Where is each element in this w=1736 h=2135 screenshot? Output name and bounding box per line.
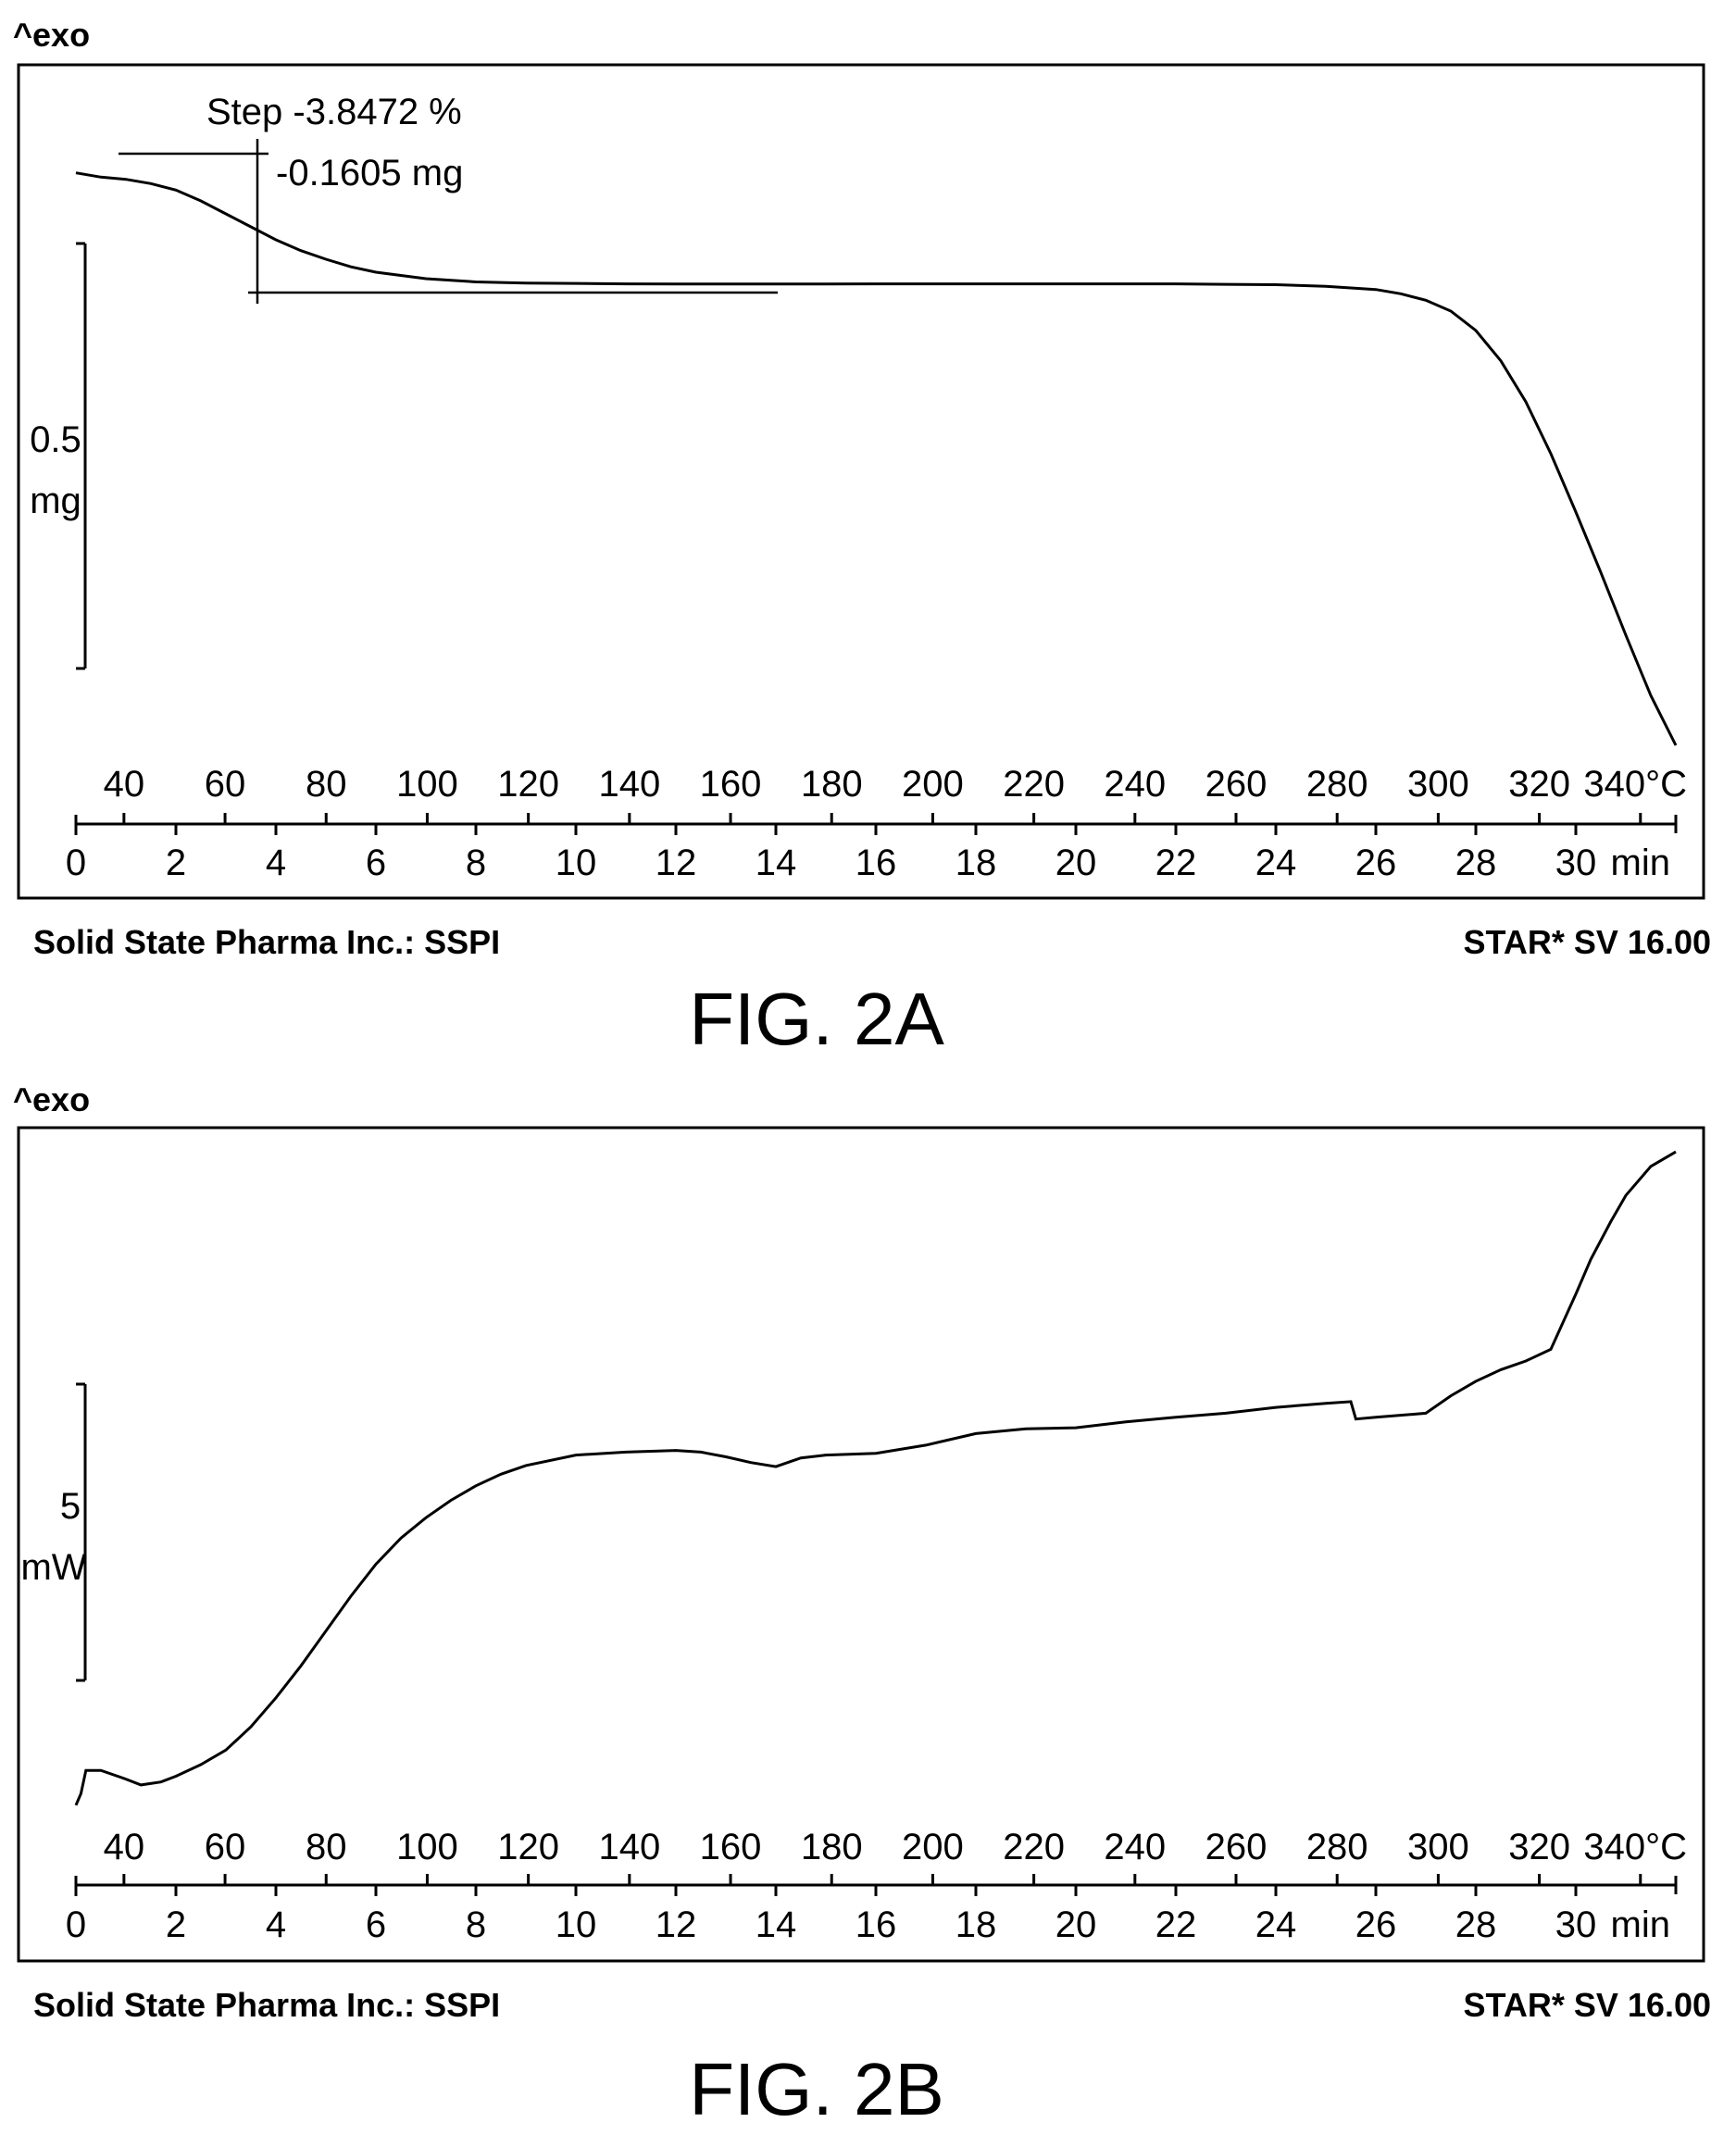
time-unit-label: min	[1611, 843, 1670, 883]
time-tick-label: 20	[1055, 1904, 1097, 1945]
plot-frame-2a	[17, 63, 1705, 900]
time-tick-label: 30	[1555, 1904, 1597, 1945]
time-tick-label: 30	[1555, 843, 1597, 883]
time-tick-label: 10	[556, 1904, 597, 1945]
series-line-2b	[74, 1150, 1677, 1806]
footer-company-2a: Solid State Pharma Inc.: SSPI	[33, 923, 500, 961]
temp-tick-label: 300	[1407, 1827, 1469, 1867]
time-tick-label: 6	[366, 1904, 386, 1945]
time-tick-label: 28	[1455, 1904, 1497, 1945]
time-tick-label: 26	[1355, 843, 1397, 883]
figure-2b: ^exo 5 mW 0 2 4 6 8 10 12 14 16 18 20 22 24 26 28 30 min…	[13, 1080, 1711, 2130]
figure-caption-2b: FIG. 2B	[689, 2048, 944, 2130]
scale-unit-2b: mW	[20, 1547, 86, 1588]
scale-bar-2a: 0.5 mg	[30, 242, 87, 670]
time-tick-label: 10	[556, 843, 597, 883]
temp-tick-label: 100	[396, 1827, 458, 1867]
time-tick-label: 26	[1355, 1904, 1397, 1945]
time-tick-label: 0	[66, 1904, 86, 1945]
temp-tick-label: 240	[1104, 764, 1166, 805]
time-tick-label: 2	[166, 843, 186, 883]
time-tick-label: 14	[756, 1904, 797, 1945]
temp-tick-label: 320	[1508, 1827, 1570, 1867]
footer-company-2b: Solid State Pharma Inc.: SSPI	[33, 1986, 500, 2024]
temp-tick-label: 340°C	[1583, 764, 1687, 805]
temp-tick-label: 80	[306, 1827, 347, 1867]
time-tick-label: 2	[166, 1904, 186, 1945]
time-tick-label: 28	[1455, 843, 1497, 883]
time-tick-label: 18	[955, 843, 997, 883]
time-tick-label: 14	[756, 843, 797, 883]
temp-tick-label: 120	[497, 764, 559, 805]
temp-tick-label: 340°C	[1583, 1827, 1687, 1867]
scale-value-2b: 5	[60, 1486, 81, 1527]
time-tick-label: 24	[1255, 843, 1297, 883]
time-tick-label: 4	[266, 1904, 286, 1945]
temp-tick-label: 60	[205, 1827, 246, 1867]
figure-caption-2a: FIG. 2A	[689, 978, 944, 1060]
footer-software-2b: STAR* SV 16.00	[1464, 1986, 1711, 2024]
temp-tick-label: 280	[1306, 764, 1368, 805]
time-tick-label: 22	[1155, 843, 1197, 883]
plot-frame-2b	[17, 1126, 1705, 1963]
temp-tick-label: 140	[598, 764, 660, 805]
temp-tick-label: 280	[1306, 1827, 1368, 1867]
time-tick-label: 16	[856, 1904, 897, 1945]
temp-tick-label: 160	[700, 764, 762, 805]
temp-tick-label: 300	[1407, 764, 1469, 805]
time-tick-label: 4	[266, 843, 286, 883]
temp-tick-label: 40	[104, 1827, 145, 1867]
temp-tick-label: 180	[801, 1827, 863, 1867]
time-unit-label: min	[1611, 1904, 1670, 1945]
time-tick-label: 8	[466, 1904, 486, 1945]
temp-tick-label: 180	[801, 764, 863, 805]
step-annotation-2a: Step -3.8472 % -0.1605 mg	[119, 92, 778, 304]
time-tick-label: 0	[66, 843, 86, 883]
temp-tick-label: 240	[1104, 1827, 1166, 1867]
temp-tick-label: 220	[1003, 764, 1065, 805]
time-tick-label: 24	[1255, 1904, 1297, 1945]
exo-label-2a: ^exo	[13, 16, 90, 54]
temp-tick-label: 200	[902, 764, 964, 805]
temp-tick-label: 160	[700, 1827, 762, 1867]
time-tick-label: 12	[656, 843, 697, 883]
series-line-2a	[75, 171, 1678, 746]
time-tick-label: 8	[466, 843, 486, 883]
temp-tick-label: 220	[1003, 1827, 1065, 1867]
step-percent-label: Step -3.8472 %	[206, 92, 462, 132]
temp-tick-label: 60	[205, 764, 246, 805]
time-tick-label: 6	[366, 843, 386, 883]
scale-value-2a: 0.5	[30, 419, 81, 460]
temp-tick-label: 260	[1205, 1827, 1268, 1867]
footer-software-2a: STAR* SV 16.00	[1464, 923, 1711, 961]
time-tick-label: 20	[1055, 843, 1097, 883]
temp-tick-label: 100	[396, 764, 458, 805]
scale-unit-2a: mg	[30, 481, 81, 521]
figure-2a: ^exo 0.5 mg Step -3.8472 % -0.1605 mg 0 2…	[13, 16, 1711, 1060]
temp-tick-label: 80	[306, 764, 347, 805]
time-tick-label: 22	[1155, 1904, 1197, 1945]
step-mass-label: -0.1605 mg	[276, 153, 463, 194]
temp-tick-label: 200	[902, 1827, 964, 1867]
exo-label-2b: ^exo	[13, 1080, 90, 1118]
temp-tick-label: 120	[497, 1827, 559, 1867]
time-tick-label: 18	[955, 1904, 997, 1945]
temp-tick-label: 40	[104, 764, 145, 805]
time-tick-label: 16	[856, 843, 897, 883]
time-tick-label: 12	[656, 1904, 697, 1945]
temp-tick-label: 320	[1508, 764, 1570, 805]
scale-bar-2b: 5 mW	[20, 1382, 87, 1682]
temp-tick-label: 140	[598, 1827, 660, 1867]
temp-tick-label: 260	[1205, 764, 1268, 805]
